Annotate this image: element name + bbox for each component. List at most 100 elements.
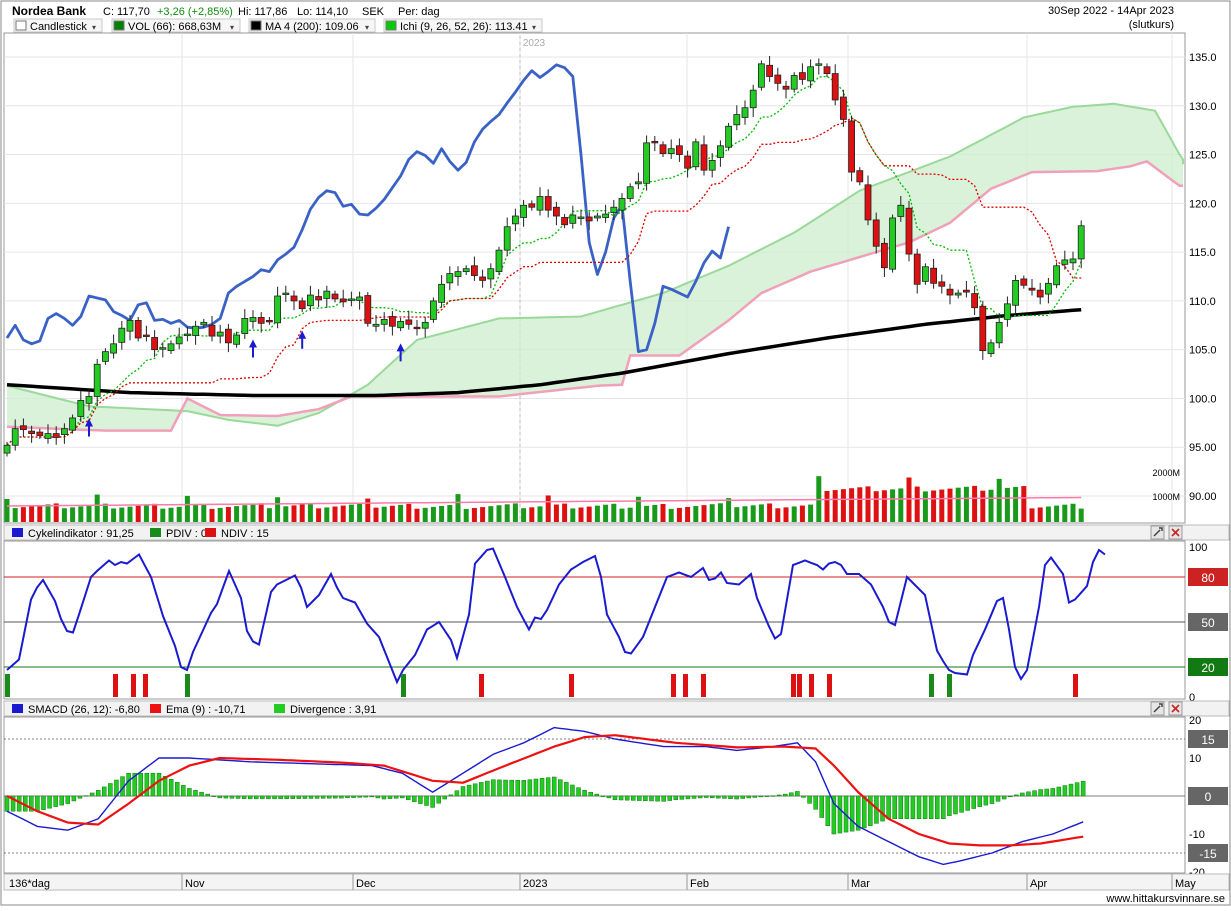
legend-label: MA 4 (200): 109.06 [265,21,359,33]
panel-settings-button[interactable] [1150,701,1165,716]
divergence-bar [691,795,697,799]
volume-bar [611,503,617,522]
divergence-bar [320,795,326,799]
divergence-bar [357,795,362,798]
divergence-bar [947,795,952,816]
panel-close-button[interactable] [1168,525,1183,540]
divergence-bar [89,792,95,797]
candle-body [602,213,609,218]
divergence-bar [393,795,399,799]
legend-swatch [113,20,125,31]
candle [971,286,978,316]
level-badge [1188,658,1228,676]
year-marker: 2023 [523,38,546,49]
candle [429,297,437,323]
volume-bar [717,503,723,522]
x-tick-label: Mar [851,878,870,890]
candle-body [257,317,265,324]
divergence-bar [497,779,502,797]
volume-bar [365,498,371,522]
volume-bar [61,508,67,522]
volume-bar [258,503,264,522]
candle [856,167,864,186]
ticker-label: Nordea Bank [12,4,86,18]
divergence-bar [746,795,752,799]
candle [897,196,905,222]
candle [864,175,872,226]
candle-body [298,300,306,310]
volume-bar [635,496,641,522]
candle-body [1045,282,1052,295]
candle [77,391,85,422]
candle [774,67,782,91]
panel-settings-button[interactable] [1150,525,1165,540]
dropdown-arrow-icon: ▾ [365,23,369,32]
volume-bar [972,485,978,522]
volume-bar [570,508,576,522]
candle-body [766,64,773,77]
candle-body [848,120,855,173]
panel-close-button[interactable] [1168,701,1183,716]
candle [848,115,855,182]
candle-body [208,324,216,337]
legend-item-1: VOL (66): 668,63M ▾ [111,18,241,33]
divergence-bar [424,795,429,806]
candle-body [241,318,249,334]
volume-bar [111,508,117,522]
candle [512,208,519,232]
ndiv-bar [479,674,484,697]
close-glyph [1171,528,1180,537]
divergence-bar [594,793,600,797]
candle-body [110,343,117,354]
volume-bar [783,507,789,522]
divergence-histogram [4,772,1086,835]
candle-body [618,198,626,211]
candle-body [85,396,93,404]
candle [102,348,109,365]
legend-label: VOL (66): 668,63M [128,21,221,33]
volume-bar [849,488,855,522]
volume-bar [1045,506,1051,522]
candle-body [290,295,298,302]
divergence-bar [941,795,946,820]
divergence-bar [296,795,302,799]
volume-bar [750,505,756,522]
series-swatch [12,528,23,537]
candle-body [126,319,134,332]
candle [963,280,970,298]
volume-bar [955,487,961,522]
divergence-bar [223,795,229,799]
candle [1045,277,1052,304]
candle-body [470,265,478,276]
candle-body [733,114,741,126]
main-panel [3,32,1186,524]
divergence-bar [904,795,910,820]
divergence-bar [849,795,855,832]
volume-bar [627,507,633,522]
volume-bar [562,503,568,522]
ndiv-bar [131,674,136,697]
x-tick-label: 2023 [523,878,547,890]
candle-body [429,300,437,320]
divergence-bar [102,786,107,797]
volume-bars [4,476,1084,522]
candle [790,72,798,93]
divergence-bar [95,790,101,797]
candle [167,340,175,355]
candle-body [77,399,85,417]
candle-body [413,326,421,330]
divergence-bar [503,779,508,797]
volume-bar [693,506,699,522]
candle [1020,275,1028,289]
divergence-bar [588,791,593,797]
volume-bar [266,508,272,522]
volume-bar [808,504,814,522]
volume-bar [209,508,215,522]
candle [733,105,741,131]
volume-bar [283,506,289,522]
price-basis: (slutkurs) [1129,19,1174,31]
divergence-bar [339,795,344,799]
change-value: +3,26 (+2,85%) [157,6,233,18]
divergence-bar [521,780,527,797]
candle-body [224,328,232,344]
